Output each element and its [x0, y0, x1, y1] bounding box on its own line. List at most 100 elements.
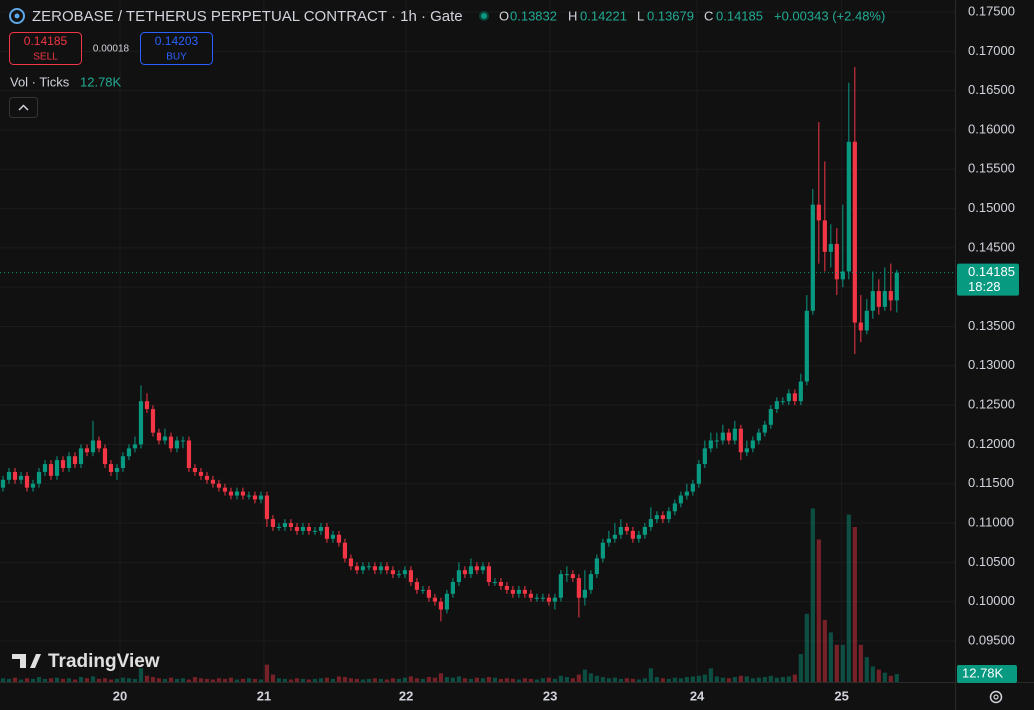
volume-bar	[510, 678, 515, 682]
candle-body	[498, 581, 503, 586]
ohlc-key: L	[637, 8, 644, 23]
ohlc-change: +0.00343 (+2.48%)	[774, 8, 885, 23]
candle-body	[510, 589, 515, 594]
candle-body	[732, 428, 737, 441]
candle-body	[522, 589, 527, 594]
candle-body	[372, 566, 378, 571]
candle-body	[324, 526, 330, 539]
candle-body	[192, 468, 198, 472]
volume-bar	[690, 676, 695, 682]
candle-body	[336, 534, 342, 543]
collapse-button[interactable]	[9, 97, 38, 118]
candle-body	[816, 204, 821, 221]
candle-body	[450, 581, 456, 594]
volume-bar	[636, 679, 641, 682]
volume-bar	[432, 677, 438, 682]
candle-body	[144, 401, 150, 410]
candle-body	[294, 526, 300, 531]
volume-bar	[126, 678, 132, 682]
candle-body	[720, 432, 725, 441]
volume-bar	[174, 678, 180, 682]
volume-bar	[498, 678, 503, 682]
volume-bar	[528, 678, 533, 682]
candle-body	[48, 464, 54, 476]
candle-body	[348, 558, 354, 567]
candle-body	[222, 487, 228, 492]
candle-body	[750, 440, 755, 449]
candle-body	[0, 479, 6, 488]
candle-body	[660, 515, 665, 520]
y-tick-label: 0.16500	[968, 82, 1015, 97]
candle-body	[636, 534, 641, 539]
volume-bar	[522, 678, 527, 682]
candle-body	[468, 566, 474, 575]
volume-bar	[252, 678, 258, 682]
candle-body	[690, 483, 695, 492]
candle-body	[396, 574, 402, 576]
volume-bar	[306, 679, 312, 682]
candle-body	[618, 526, 623, 535]
candle-body	[126, 448, 132, 457]
settings-icon[interactable]	[989, 690, 1003, 704]
candle-body	[804, 310, 809, 382]
candle-body	[840, 271, 845, 280]
volume-bar	[456, 676, 462, 682]
candle-body	[186, 440, 192, 469]
candle-body	[96, 440, 102, 449]
volume-bar	[18, 679, 24, 682]
candle-body	[744, 448, 749, 453]
settings-icon-center	[993, 694, 999, 700]
candle-body	[894, 272, 899, 301]
candle-body	[72, 456, 78, 465]
volume-bar	[78, 677, 84, 682]
volume-bar	[720, 677, 725, 682]
volume-bar	[516, 679, 521, 682]
volume-bar	[774, 677, 779, 682]
ohlc-low: 0.13679	[647, 8, 694, 23]
candle-body	[696, 464, 701, 484]
candle-body	[24, 475, 30, 488]
volume-bar	[702, 674, 707, 682]
candle-body	[828, 243, 833, 252]
candle-body	[90, 440, 96, 453]
candle-body	[414, 581, 420, 590]
volume-bar	[618, 678, 623, 682]
candle-body	[702, 448, 707, 465]
candle-body	[534, 597, 539, 599]
buy-label: BUY	[166, 52, 187, 63]
volume-bar	[876, 669, 881, 682]
volume-bar	[120, 677, 126, 682]
volume-bar	[216, 678, 222, 682]
candle-body	[234, 491, 240, 496]
candle-body	[138, 401, 144, 445]
sell-button[interactable]	[9, 32, 82, 65]
volume-bar	[24, 678, 30, 682]
candle-body	[546, 597, 551, 602]
candle-body	[528, 593, 533, 598]
last-price-box	[957, 263, 1019, 296]
volume-bar	[750, 678, 755, 682]
volume-bar	[894, 674, 899, 682]
candle-body	[306, 526, 312, 531]
volume-bar	[564, 677, 569, 682]
candle-body	[612, 534, 617, 539]
volume-bar	[816, 539, 821, 682]
candle-body	[492, 581, 497, 583]
candle-body	[810, 204, 815, 311]
candle-body	[432, 597, 438, 602]
candle-body	[480, 566, 485, 571]
candle-body	[312, 530, 318, 532]
volume-bar	[804, 613, 809, 682]
sell-label: SELL	[33, 52, 58, 63]
candle-body	[570, 574, 575, 579]
y-tick-label: 0.11000	[968, 514, 1014, 529]
volume-bar	[708, 668, 713, 682]
volume-bar	[54, 677, 60, 682]
candle-body	[792, 393, 797, 402]
volume-bar	[240, 678, 246, 682]
buy-button[interactable]	[140, 32, 213, 65]
candle-body	[426, 589, 432, 598]
y-tick-label: 0.10500	[968, 554, 1015, 569]
